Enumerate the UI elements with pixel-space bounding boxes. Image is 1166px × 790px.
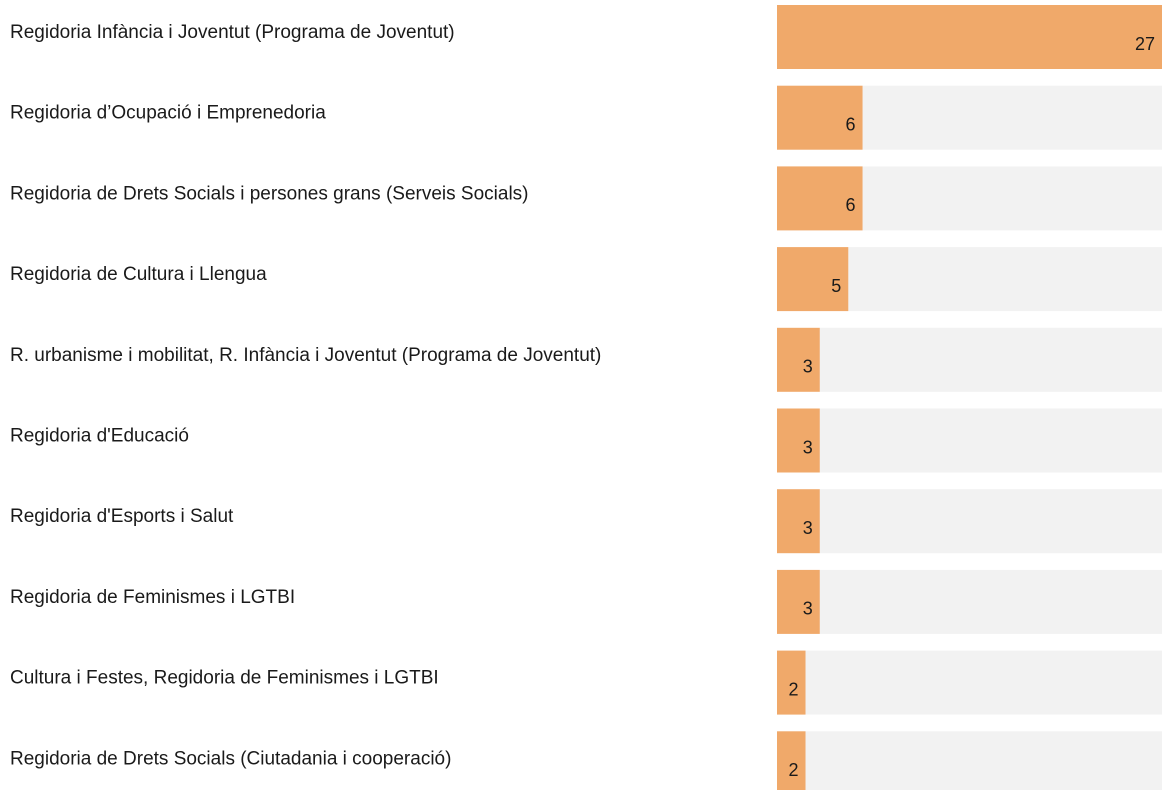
value-label: 2 [789, 679, 799, 699]
value-label: 2 [789, 760, 799, 780]
category-label: Regidoria de Drets Socials i persones gr… [10, 183, 529, 204]
bar [777, 166, 863, 231]
bar [777, 247, 849, 312]
value-label: 3 [803, 357, 813, 377]
bar [777, 408, 820, 473]
category-label: Regidoria d'Esports i Salut [10, 506, 234, 527]
bar-track [848, 247, 1162, 312]
bar-track [819, 569, 1162, 634]
bar [777, 327, 820, 392]
category-label: Regidoria de Drets Socials (Ciutadania i… [10, 748, 451, 769]
category-label: Regidoria de Feminismes i LGTBI [10, 587, 295, 608]
bar-track [805, 650, 1162, 715]
bar-track [862, 85, 1162, 150]
value-label: 6 [846, 114, 856, 134]
value-label: 3 [803, 518, 813, 538]
bar [777, 569, 820, 634]
value-label: 5 [831, 276, 841, 296]
bar-track [819, 327, 1162, 392]
category-label: R. urbanisme i mobilitat, R. Infància i … [10, 345, 601, 366]
category-label: Regidoria Infància i Joventut (Programa … [10, 22, 455, 43]
category-label: Regidoria d'Educació [10, 426, 189, 447]
category-label: Regidoria de Cultura i Llengua [10, 264, 267, 285]
bar-track [819, 408, 1162, 473]
bar [777, 650, 806, 715]
bar [777, 5, 1162, 69]
value-label: 3 [803, 599, 813, 619]
value-label: 27 [1135, 34, 1155, 54]
value-label: 6 [846, 195, 856, 215]
bar-track [819, 489, 1162, 554]
bar [777, 489, 820, 554]
category-label: Regidoria d’Ocupació i Emprenedoria [10, 103, 326, 124]
bar [777, 85, 863, 150]
bar-track [862, 166, 1162, 231]
value-label: 3 [803, 437, 813, 457]
bar [777, 731, 806, 790]
bar-track [805, 731, 1162, 790]
category-label: Cultura i Festes, Regidoria de Feminisme… [10, 668, 439, 689]
